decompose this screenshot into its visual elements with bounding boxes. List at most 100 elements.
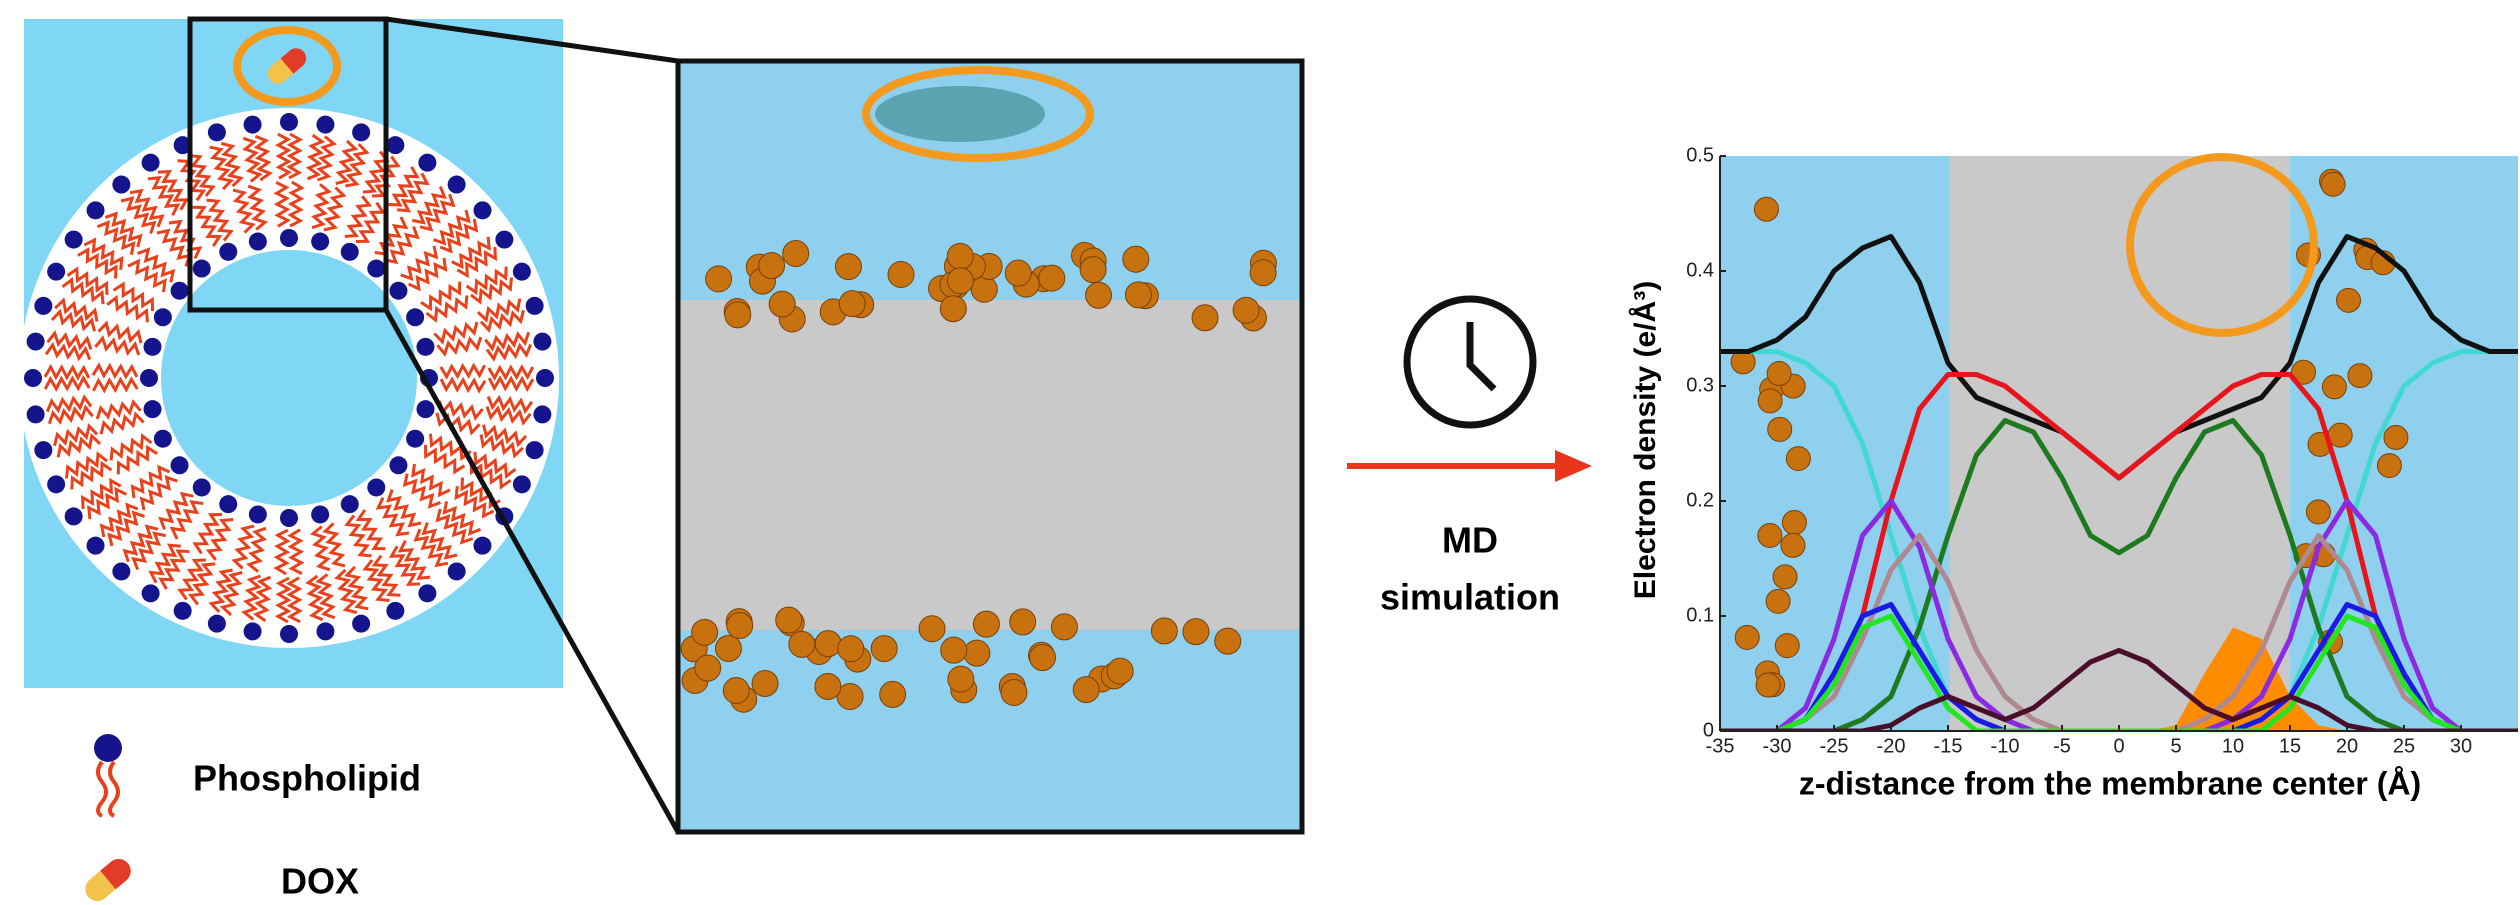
md-snapshot	[678, 61, 1302, 832]
phosphate-sphere	[725, 302, 751, 328]
clock-hands	[1470, 322, 1494, 389]
lipid-head	[47, 263, 65, 281]
lipid-head	[513, 263, 531, 281]
liposome-core	[161, 250, 417, 506]
lipid-head	[473, 537, 491, 555]
phosphate-sphere	[2348, 364, 2372, 388]
phosphate-sphere	[1766, 589, 1790, 613]
phosphate-sphere	[2321, 172, 2345, 196]
lipid-head	[34, 441, 52, 459]
phosphate-sphere	[2336, 288, 2360, 312]
phosphate-sphere	[695, 655, 721, 681]
arrow-label: MD	[1442, 520, 1498, 561]
phosphate-sphere	[1051, 614, 1077, 640]
y-tick-label: 0.5	[1686, 144, 1714, 166]
y-tick-label: 0.1	[1686, 604, 1714, 626]
lipid-head	[154, 308, 172, 326]
lipid-head	[386, 602, 404, 620]
y-tick-label: 0.2	[1686, 489, 1714, 511]
phosphate-sphere	[880, 681, 906, 707]
lipid-head	[171, 282, 189, 300]
phosphate-sphere	[941, 637, 967, 663]
lipid-head	[406, 430, 424, 448]
phosphate-sphere	[1080, 257, 1106, 283]
lipid-head	[34, 297, 52, 315]
lipid-head	[389, 456, 407, 474]
lipid-head	[316, 116, 334, 134]
lipid-head	[208, 615, 226, 633]
figure: Phospholipid DOX MD simulation -35-30-25…	[0, 0, 2520, 905]
phosphate-sphere	[964, 640, 990, 666]
y-tick-label: 0	[1703, 719, 1714, 741]
arrow-label: simulation	[1380, 577, 1560, 618]
lipid-head	[473, 201, 491, 219]
phosphate-sphere	[888, 262, 914, 288]
phosphate-sphere	[1123, 246, 1149, 272]
phosphate-sphere	[1782, 511, 1806, 535]
phosphate-sphere	[1768, 417, 1792, 441]
lipid-head	[386, 136, 404, 154]
lipid-head	[389, 282, 407, 300]
lipid-head	[352, 615, 370, 633]
lipid-head	[154, 430, 172, 448]
lipid-head	[513, 475, 531, 493]
lipid-head	[352, 123, 370, 141]
phosphate-sphere	[769, 291, 795, 317]
lipid-head	[280, 113, 298, 131]
phosphate-sphere	[1233, 297, 1259, 323]
x-tick-label: -15	[1934, 735, 1963, 757]
lipid-head	[24, 369, 42, 387]
lipid-head	[416, 400, 434, 418]
lipid-head	[244, 622, 262, 640]
lipid-head	[219, 243, 237, 261]
phosphate-sphere	[1215, 628, 1241, 654]
phosphate-sphere	[1086, 282, 1112, 308]
legend-label: DOX	[281, 861, 359, 902]
x-axis-label: z-distance from the membrane center (Å)	[1799, 765, 2421, 801]
lipid-head	[367, 478, 385, 496]
lipid-head	[112, 562, 130, 580]
lipid-head	[367, 260, 385, 278]
phosphate-sphere	[1775, 634, 1799, 658]
x-tick-label: 15	[2279, 735, 2301, 757]
phosphate-sphere	[1107, 658, 1133, 684]
phosphate-sphere	[789, 631, 815, 657]
phosphate-sphere	[1773, 565, 1797, 589]
lipid-head	[341, 495, 359, 513]
phosphate-sphere	[752, 670, 778, 696]
lipid-head	[87, 537, 105, 555]
phosphate-sphere	[1151, 618, 1177, 644]
phosphate-sphere	[815, 631, 841, 657]
lipid-head	[27, 333, 45, 351]
legend-label: Phospholipid	[193, 758, 421, 799]
phosphate-sphere	[783, 241, 809, 267]
phosphate-sphere	[1250, 260, 1276, 286]
phosphate-sphere	[1073, 677, 1099, 703]
lipid-head	[416, 338, 434, 356]
phosphate-sphere	[1005, 260, 1031, 286]
lipid-head	[418, 154, 436, 172]
phosphate-sphere	[706, 266, 732, 292]
phosphate-sphere	[1183, 619, 1209, 645]
lipid-head	[311, 233, 329, 251]
phosphate-sphere	[1039, 265, 1065, 291]
phosphate-sphere	[727, 612, 753, 638]
lipid-head	[448, 176, 466, 194]
lipid-head	[171, 456, 189, 474]
x-tick-label: 5	[2170, 735, 2181, 757]
y-axis-label: Electron density (e/Å³)	[1629, 281, 1662, 599]
lipid-head	[174, 602, 192, 620]
phosphate-sphere	[723, 677, 749, 703]
phosphate-sphere	[1125, 282, 1151, 308]
plot-background	[1720, 156, 2518, 731]
lipid-head	[311, 505, 329, 523]
phosphate-sphere	[1767, 362, 1791, 386]
lipid-head	[65, 231, 83, 249]
phosphate-sphere	[815, 673, 841, 699]
lipid-head	[142, 154, 160, 172]
phosphate-sphere	[1029, 645, 1055, 671]
lipid-head	[47, 475, 65, 493]
lipid-head	[280, 625, 298, 643]
x-tick-label: -30	[1763, 735, 1792, 757]
lipid-head	[219, 495, 237, 513]
